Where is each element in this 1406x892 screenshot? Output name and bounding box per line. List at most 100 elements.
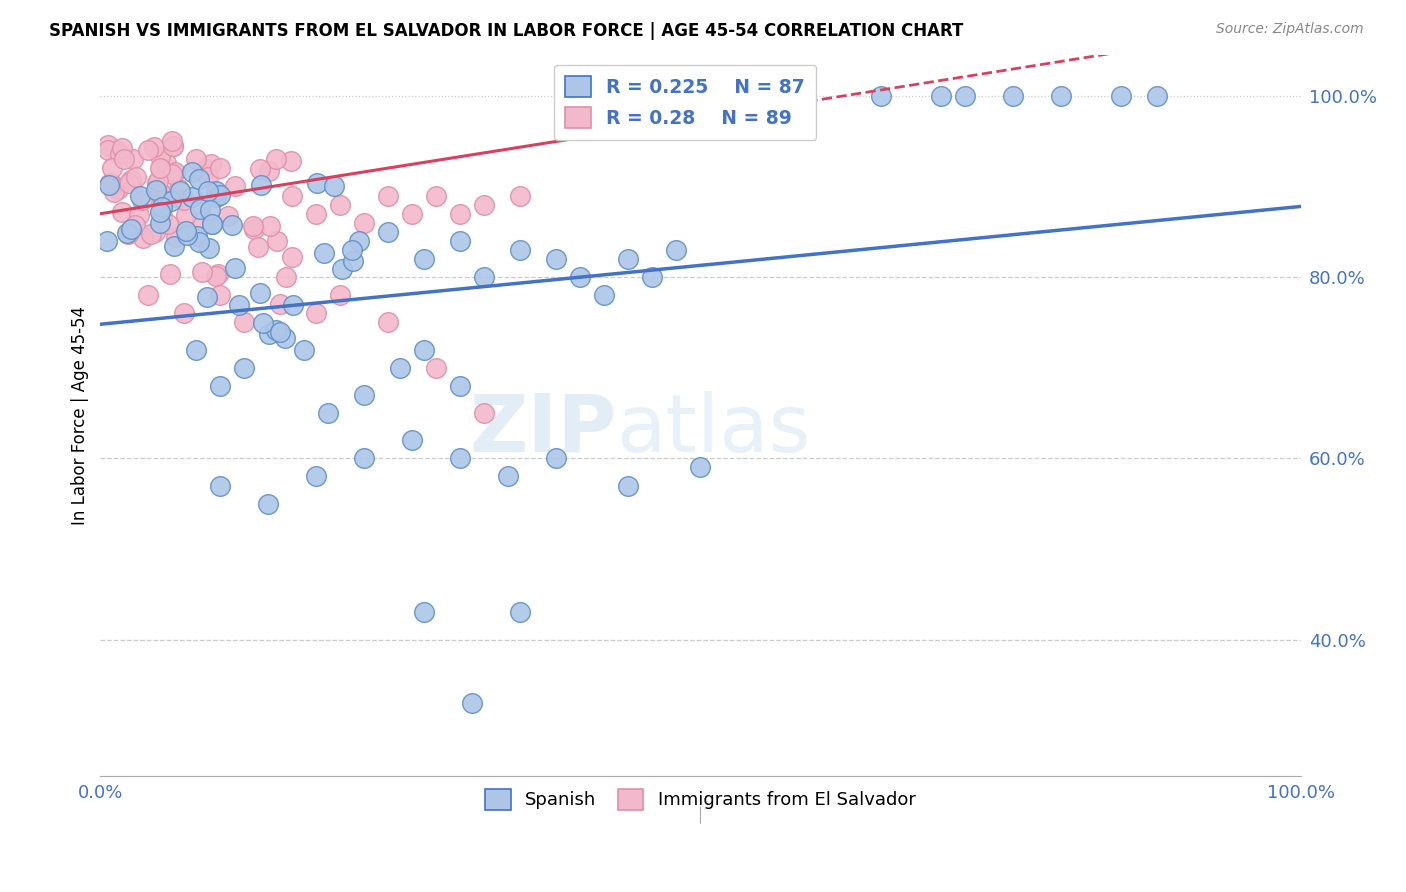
Point [389, 360, 412, 375]
Point [353, 388, 375, 402]
Point [146, 183, 169, 197]
Point [266, 235, 288, 249]
Point [259, 219, 281, 233]
Point [103, 186, 125, 200]
Point [929, 89, 952, 103]
Point [280, 154, 302, 169]
Point [107, 182, 129, 196]
Point [461, 696, 484, 710]
Point [233, 315, 256, 329]
Point [401, 207, 423, 221]
Point [413, 606, 436, 620]
Point [162, 139, 184, 153]
Point [166, 190, 188, 204]
Point [149, 185, 172, 199]
Point [143, 140, 166, 154]
Point [148, 174, 170, 188]
Point [281, 188, 304, 202]
Point [187, 171, 209, 186]
Point [617, 478, 640, 492]
Point [111, 204, 134, 219]
Point [180, 189, 202, 203]
Point [425, 188, 447, 202]
Point [413, 252, 436, 266]
Point [195, 162, 218, 177]
Point [252, 316, 274, 330]
Point [449, 451, 471, 466]
Point [1049, 89, 1071, 103]
Point [150, 209, 173, 223]
Text: Source: ZipAtlas.com: Source: ZipAtlas.com [1216, 22, 1364, 37]
Point [474, 406, 496, 420]
Point [869, 89, 891, 103]
Point [207, 267, 229, 281]
Point [131, 231, 153, 245]
Point [449, 379, 471, 393]
Point [305, 207, 328, 221]
Point [198, 241, 221, 255]
Text: atlas: atlas [616, 391, 811, 468]
Point [149, 162, 172, 177]
Point [143, 225, 166, 239]
Point [96, 234, 118, 248]
Point [209, 379, 232, 393]
Point [209, 288, 232, 302]
Point [269, 297, 291, 311]
Text: SPANISH VS IMMIGRANTS FROM EL SALVADOR IN LABOR FORCE | AGE 45-54 CORRELATION CH: SPANISH VS IMMIGRANTS FROM EL SALVADOR I… [49, 22, 963, 40]
Point [953, 89, 976, 103]
Point [139, 227, 162, 242]
Point [149, 216, 172, 230]
Point [96, 143, 118, 157]
Point [377, 225, 399, 239]
Point [224, 178, 246, 193]
Point [266, 323, 288, 337]
Point [156, 218, 179, 232]
Point [186, 343, 208, 357]
Point [269, 325, 291, 339]
Point [221, 219, 243, 233]
Point [329, 197, 352, 211]
Point [224, 261, 246, 276]
Point [250, 178, 273, 193]
Point [149, 148, 172, 162]
Point [377, 188, 399, 202]
Point [347, 235, 370, 249]
Point [209, 161, 232, 176]
Point [205, 268, 228, 283]
Point [197, 170, 219, 185]
Point [264, 152, 287, 166]
Point [377, 315, 399, 329]
Point [128, 208, 150, 222]
Point [129, 189, 152, 203]
Point [155, 156, 177, 170]
Point [274, 270, 297, 285]
Y-axis label: In Labor Force | Age 45-54: In Labor Force | Age 45-54 [72, 306, 89, 524]
Point [546, 252, 568, 266]
Point [149, 161, 172, 176]
Point [208, 187, 231, 202]
Point [1109, 89, 1132, 103]
Point [509, 243, 531, 257]
Point [201, 217, 224, 231]
Point [188, 202, 211, 216]
Point [205, 184, 228, 198]
Point [665, 243, 688, 257]
Point [569, 270, 592, 285]
Point [98, 178, 121, 192]
Point [509, 606, 531, 620]
Point [138, 288, 160, 302]
Point [187, 235, 209, 249]
Point [191, 214, 214, 228]
Point [200, 202, 222, 217]
Point [159, 267, 181, 281]
Point [305, 469, 328, 483]
Point [152, 193, 174, 207]
Point [283, 298, 305, 312]
Point [249, 285, 271, 300]
Point [176, 228, 198, 243]
Point [312, 246, 335, 260]
Point [274, 331, 297, 345]
Point [162, 167, 184, 181]
Point [173, 306, 195, 320]
Point [322, 179, 344, 194]
